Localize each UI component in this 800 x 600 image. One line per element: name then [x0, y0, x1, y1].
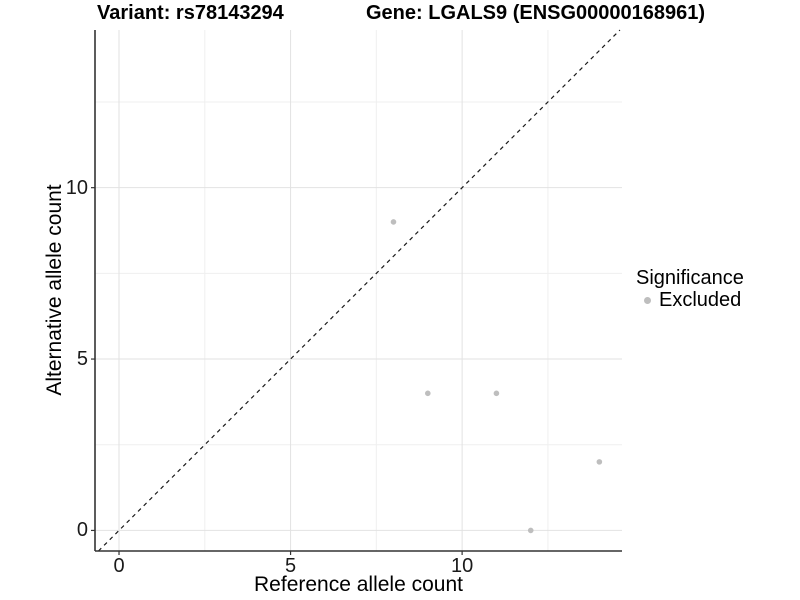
- data-point: [596, 459, 603, 465]
- x-tick-label: 10: [450, 555, 474, 577]
- data-point: [493, 390, 500, 397]
- y-tick-label: 5: [76, 348, 88, 371]
- data-point: [390, 219, 397, 225]
- legend-title: Significance: [636, 267, 744, 289]
- identity-line: [98, 29, 621, 552]
- legend: Significance Excluded: [636, 267, 744, 311]
- plot-title-variant: Variant: rs78143294: [97, 2, 284, 24]
- x-axis-label: Reference allele count: [254, 573, 463, 596]
- x-tick-label: 5: [285, 555, 297, 577]
- y-tick-label: 0: [76, 519, 88, 542]
- data-point: [527, 527, 534, 534]
- legend-item-excluded: Excluded: [636, 289, 744, 311]
- legend-point-icon: [644, 296, 651, 304]
- legend-item-label: Excluded: [659, 289, 742, 311]
- data-point: [425, 390, 431, 397]
- x-tick-label: 0: [113, 555, 125, 577]
- y-tick-label: 10: [65, 176, 88, 199]
- plot-title-gene: Gene: LGALS9 (ENSG00000168961): [366, 2, 706, 24]
